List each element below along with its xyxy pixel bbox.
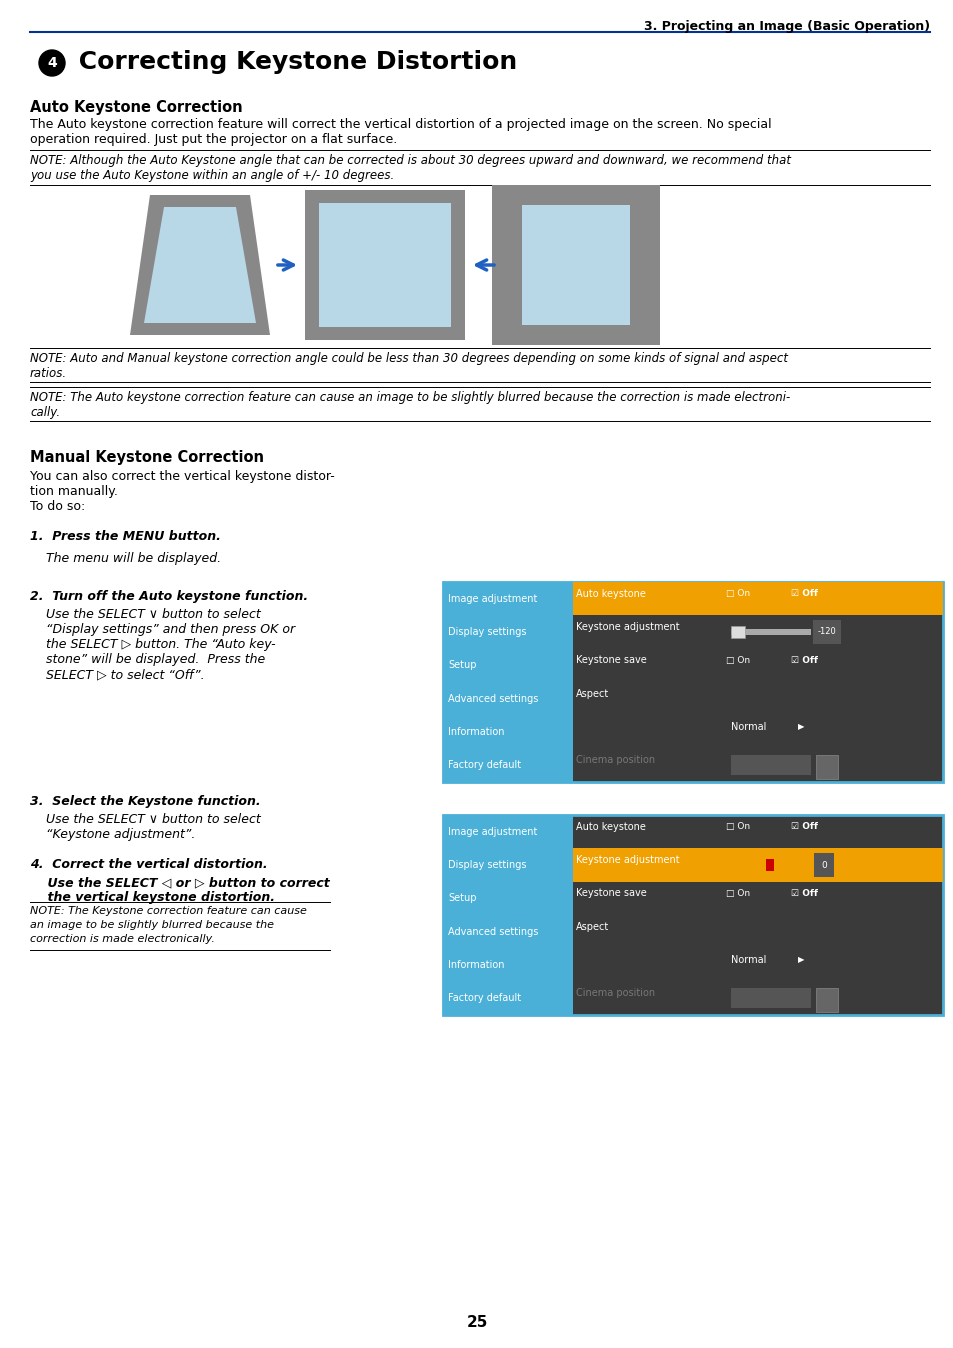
Text: Auto keystone: Auto keystone <box>576 822 645 832</box>
Text: Normal: Normal <box>730 723 765 732</box>
Text: NOTE: The Auto keystone correction feature can cause an image to be slightly blu: NOTE: The Auto keystone correction featu… <box>30 391 789 404</box>
Bar <box>573 848 942 882</box>
Bar <box>442 582 942 782</box>
Text: cally.: cally. <box>30 406 60 419</box>
Bar <box>442 582 573 782</box>
Text: Cinema position: Cinema position <box>576 988 655 999</box>
Bar <box>730 630 810 635</box>
Text: NOTE: Although the Auto Keystone angle that can be corrected is about 30 degrees: NOTE: Although the Auto Keystone angle t… <box>30 154 790 167</box>
Text: □ On: □ On <box>725 888 749 898</box>
Bar <box>730 755 810 775</box>
Text: correction is made electronically.: correction is made electronically. <box>30 934 214 944</box>
Text: ratios.: ratios. <box>30 367 67 380</box>
Text: NOTE: The Keystone correction feature can cause: NOTE: The Keystone correction feature ca… <box>30 906 307 917</box>
Text: ☑ Off: ☑ Off <box>790 888 817 898</box>
Text: ☑ Off: ☑ Off <box>790 656 817 665</box>
Text: Display settings: Display settings <box>448 627 526 638</box>
Text: ☑ Off: ☑ Off <box>790 822 817 832</box>
Polygon shape <box>144 208 255 324</box>
Text: “Keystone adjustment”.: “Keystone adjustment”. <box>30 828 195 841</box>
Text: The menu will be displayed.: The menu will be displayed. <box>30 551 221 565</box>
Text: Keystone save: Keystone save <box>576 655 646 666</box>
Bar <box>573 582 942 615</box>
Text: Correcting Keystone Distortion: Correcting Keystone Distortion <box>70 50 517 74</box>
Bar <box>442 816 573 1015</box>
Text: operation required. Just put the projector on a flat surface.: operation required. Just put the project… <box>30 133 396 146</box>
Bar <box>442 816 942 1015</box>
Text: 4: 4 <box>47 57 57 70</box>
Text: Use the SELECT ∨ button to select: Use the SELECT ∨ button to select <box>30 608 260 621</box>
Bar <box>730 625 744 638</box>
Bar <box>813 853 833 876</box>
Text: Cinema position: Cinema position <box>576 755 655 766</box>
Text: Keystone adjustment: Keystone adjustment <box>576 855 679 865</box>
Text: “Display settings” and then press OK or: “Display settings” and then press OK or <box>30 623 294 636</box>
Text: Advanced settings: Advanced settings <box>448 926 537 937</box>
Bar <box>305 190 464 340</box>
Text: Advanced settings: Advanced settings <box>448 694 537 704</box>
Text: SELECT ▷ to select “Off”.: SELECT ▷ to select “Off”. <box>30 669 204 681</box>
Text: 2.  Turn off the Auto keystone function.: 2. Turn off the Auto keystone function. <box>30 590 308 603</box>
Bar <box>492 185 659 345</box>
Bar <box>730 988 810 1008</box>
Text: Image adjustment: Image adjustment <box>448 826 537 837</box>
Text: Setup: Setup <box>448 661 476 670</box>
Bar <box>815 755 837 779</box>
Text: Keystone save: Keystone save <box>576 888 646 898</box>
Text: an image to be slightly blurred because the: an image to be slightly blurred because … <box>30 919 274 930</box>
Text: Aspect: Aspect <box>576 922 609 931</box>
Polygon shape <box>130 195 270 336</box>
Bar <box>730 861 810 868</box>
Text: To do so:: To do so: <box>30 500 85 514</box>
Text: the SELECT ▷ button. The “Auto key-: the SELECT ▷ button. The “Auto key- <box>30 638 275 651</box>
Text: you use the Auto Keystone within an angle of +/- 10 degrees.: you use the Auto Keystone within an angl… <box>30 168 394 182</box>
Text: Auto keystone: Auto keystone <box>576 589 645 599</box>
Text: Use the SELECT ◁ or ▷ button to correct: Use the SELECT ◁ or ▷ button to correct <box>30 876 330 888</box>
Text: tion manually.: tion manually. <box>30 485 118 497</box>
Text: □ On: □ On <box>725 656 749 665</box>
Text: Use the SELECT ∨ button to select: Use the SELECT ∨ button to select <box>30 813 260 826</box>
Text: Information: Information <box>448 727 504 737</box>
Text: Keystone adjustment: Keystone adjustment <box>576 621 679 632</box>
Text: □ On: □ On <box>725 822 749 832</box>
Text: ▶: ▶ <box>797 723 803 732</box>
Text: NOTE: Auto and Manual keystone correction angle could be less than 30 degrees de: NOTE: Auto and Manual keystone correctio… <box>30 352 787 365</box>
Text: □ On: □ On <box>725 589 749 599</box>
Text: 1.  Press the MENU button.: 1. Press the MENU button. <box>30 530 221 543</box>
Text: 3. Projecting an Image (Basic Operation): 3. Projecting an Image (Basic Operation) <box>643 20 929 32</box>
Text: -120: -120 <box>817 628 836 636</box>
Text: 4.  Correct the vertical distortion.: 4. Correct the vertical distortion. <box>30 857 268 871</box>
Text: 3.  Select the Keystone function.: 3. Select the Keystone function. <box>30 795 260 807</box>
Circle shape <box>39 50 65 75</box>
Bar <box>521 205 629 325</box>
Text: Factory default: Factory default <box>448 760 520 770</box>
Bar <box>812 620 841 643</box>
Text: stone” will be displayed.  Press the: stone” will be displayed. Press the <box>30 652 265 666</box>
Text: Image adjustment: Image adjustment <box>448 593 537 604</box>
Text: ☑ Off: ☑ Off <box>790 589 817 599</box>
Text: Setup: Setup <box>448 894 476 903</box>
Text: 25: 25 <box>466 1316 487 1330</box>
Text: ▶: ▶ <box>797 956 803 965</box>
Text: You can also correct the vertical keystone distor-: You can also correct the vertical keysto… <box>30 470 335 483</box>
Text: Normal: Normal <box>730 954 765 965</box>
Text: Manual Keystone Correction: Manual Keystone Correction <box>30 450 264 465</box>
Text: Information: Information <box>448 960 504 971</box>
Text: Display settings: Display settings <box>448 860 526 869</box>
Text: Factory default: Factory default <box>448 993 520 1003</box>
Bar <box>815 988 837 1011</box>
Text: Aspect: Aspect <box>576 689 609 698</box>
Text: the vertical keystone distortion.: the vertical keystone distortion. <box>30 891 274 905</box>
Text: Auto Keystone Correction: Auto Keystone Correction <box>30 100 242 115</box>
Bar <box>318 204 451 328</box>
Bar <box>765 859 773 871</box>
Text: 0: 0 <box>821 860 826 869</box>
Text: The Auto keystone correction feature will correct the vertical distortion of a p: The Auto keystone correction feature wil… <box>30 119 771 131</box>
